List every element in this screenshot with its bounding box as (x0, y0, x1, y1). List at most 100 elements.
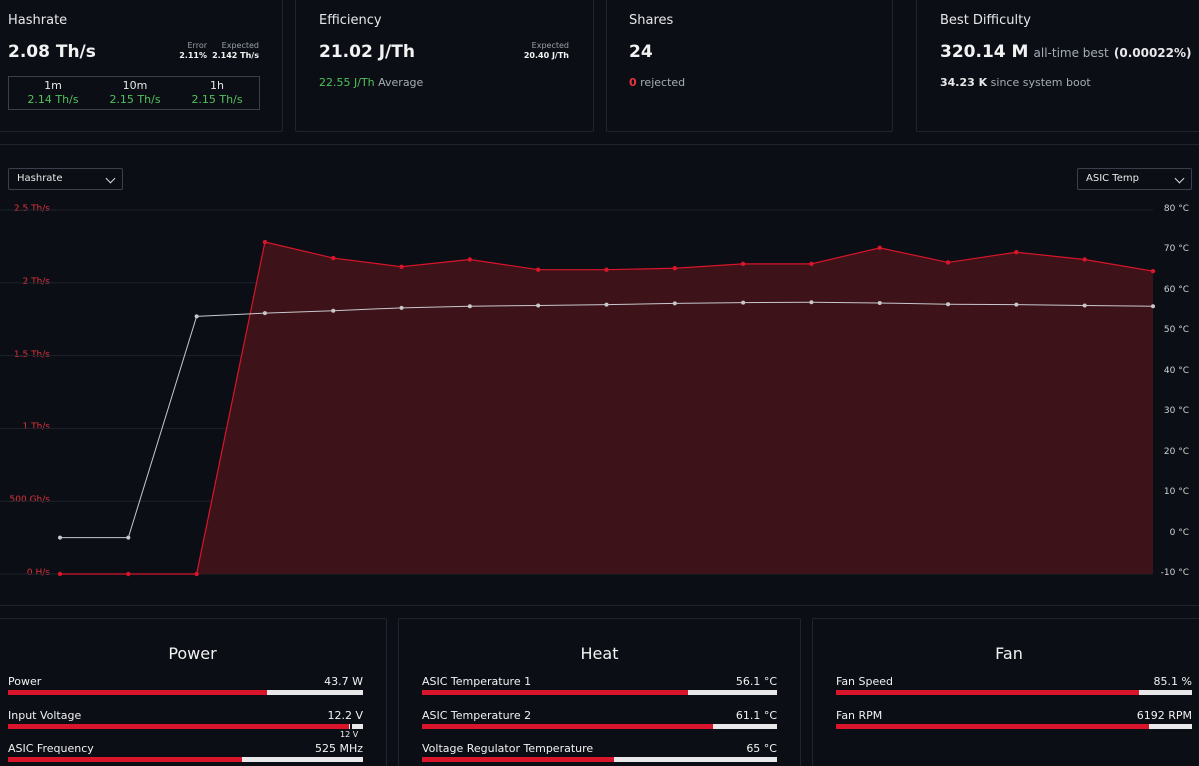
shares-title: Shares (629, 13, 674, 28)
right-axis-tick: 70 °C (1163, 244, 1189, 255)
period-label: 1h (210, 79, 224, 92)
left-axis-tick: 0 H/s (26, 568, 50, 578)
fan-speed-row-label: Fan Speed (836, 675, 894, 688)
shares-rejected-count: 0 (629, 76, 637, 89)
efficiency-expected-value: 20.40 J/Th (523, 51, 569, 60)
period-value: 2.15 Th/s (109, 93, 161, 106)
right-axis-tick: 20 °C (1163, 446, 1189, 457)
hashrate-periods-box: 1m 2.14 Th/s 10m 2.15 Th/s 1h 2.15 Th/s (8, 76, 260, 110)
input-voltage-progress-fill (8, 724, 349, 729)
asic-frequency-progress-fill (8, 757, 243, 762)
period-value: 2.15 Th/s (191, 93, 243, 106)
fan-rpm-row-label: Fan RPM (836, 709, 883, 722)
asic-temp-1-progress-bar (422, 690, 777, 695)
asic-frequency-row-value: 525 MHz (314, 742, 363, 755)
hashrate-expected-value: 2.142 Th/s (212, 51, 259, 60)
left-axis-tick: 1.5 Th/s (13, 349, 50, 360)
right-series-select[interactable]: ASIC Temp (1077, 168, 1192, 190)
hashrate-period-10m: 10m 2.15 Th/s (93, 79, 177, 107)
right-axis-tick: 0 °C (1169, 527, 1189, 538)
best-difficulty-card: Best Difficulty 320.14 M all-time best (… (916, 0, 1199, 132)
best-difficulty-since-label: since system boot (990, 76, 1091, 89)
right-axis-tick: 10 °C (1163, 487, 1189, 498)
asic-temp-1-row-value: 56.1 °C (735, 675, 777, 688)
efficiency-expected-label: Expected (531, 41, 569, 50)
chart-panel (0, 144, 1199, 606)
best-difficulty-alltime-label: all-time best (1033, 46, 1109, 60)
hashrate-title: Hashrate (8, 13, 68, 28)
asic-temp-1-row-label: ASIC Temperature 1 (422, 675, 532, 688)
shares-rejected-label: rejected (640, 76, 686, 89)
chevron-down-icon (105, 173, 116, 184)
best-difficulty-since-value: 34.23 K (940, 76, 988, 89)
efficiency-average-value: 22.55 J/Th (319, 76, 375, 89)
best-difficulty-title: Best Difficulty (940, 13, 1031, 28)
efficiency-value: 21.02 J/Th (319, 42, 415, 62)
shares-value: 24 (629, 42, 653, 62)
efficiency-average-label: Average (378, 76, 424, 89)
asic-frequency-row-label: ASIC Frequency (8, 742, 94, 755)
left-axis-tick: 2 Th/s (22, 276, 50, 287)
best-difficulty-value: 320.14 M (940, 42, 1029, 62)
left-axis-tick: 1 Th/s (22, 422, 50, 433)
right-axis-tick: -10 °C (1160, 568, 1189, 578)
vr-temp-row-label: Voltage Regulator Temperature (422, 742, 594, 755)
asic-temp-2-progress-fill (422, 724, 714, 729)
input-voltage-row-label: Input Voltage (8, 709, 82, 722)
right-series-select-value: ASIC Temp (1086, 173, 1139, 184)
fan-rpm-progress-bar (836, 724, 1192, 729)
right-axis-tick: 80 °C (1163, 204, 1189, 214)
left-series-select-value: Hashrate (17, 173, 63, 184)
right-axis-tick: 40 °C (1163, 365, 1189, 376)
asic-temp-2-progress-bar (422, 724, 777, 729)
left-series-select[interactable]: Hashrate (8, 168, 123, 190)
period-label: 10m (122, 79, 148, 92)
input-voltage-marker-label: 12 V (340, 730, 359, 739)
period-value: 2.14 Th/s (27, 93, 79, 106)
fan-speed-progress-bar (836, 690, 1192, 695)
hashrate-expected-label: Expected (221, 41, 259, 50)
asic-temp-2-row-label: ASIC Temperature 2 (422, 709, 532, 722)
power-progress-fill (8, 690, 268, 695)
input-voltage-progress-bar (8, 723, 363, 730)
best-difficulty-line: 320.14 M all-time best (0.00022%) ? (940, 42, 1199, 62)
vr-temp-row-value: 65 °C (746, 742, 777, 755)
shares-rejected: 0 rejected (629, 76, 685, 89)
asic-frequency-progress-bar (8, 757, 363, 762)
power-row-label: Power (8, 675, 42, 688)
fan-rpm-row-value: 6192 RPM (1136, 709, 1192, 722)
fan-speed-progress-fill (836, 690, 1139, 695)
asic-temp-2-row-value: 61.1 °C (735, 709, 777, 722)
right-axis-tick: 60 °C (1163, 284, 1189, 295)
power-progress-bar (8, 690, 363, 695)
hashrate-value: 2.08 Th/s (8, 42, 96, 62)
efficiency-title: Efficiency (319, 13, 382, 28)
shares-card: Shares 24 0 rejected (606, 0, 893, 132)
right-axis-tick: 30 °C (1163, 406, 1189, 417)
fan-speed-row-value: 85.1 % (1153, 675, 1192, 688)
left-axis-tick: 2.5 Th/s (13, 204, 50, 214)
power-row-value: 43.7 W (324, 675, 363, 688)
power-title: Power (168, 644, 217, 663)
period-label: 1m (44, 79, 62, 92)
efficiency-average: 22.55 J/Th Average (319, 76, 423, 89)
hashrate-period-1h: 1h 2.15 Th/s (175, 79, 259, 107)
best-difficulty-percent: (0.00022%) (1113, 46, 1192, 60)
best-difficulty-since: 34.23 K since system boot (940, 76, 1091, 89)
hashrate-error-value: 2.11% (179, 51, 207, 60)
vr-temp-progress-fill (422, 757, 614, 762)
fan-rpm-progress-fill (836, 724, 1150, 729)
fan-title: Fan (995, 644, 1023, 663)
efficiency-card: Efficiency 21.02 J/Th Expected 20.40 J/T… (295, 0, 594, 132)
vr-temp-progress-bar (422, 757, 777, 762)
input-voltage-marker-tick (350, 723, 352, 730)
asic-temp-1-progress-fill (422, 690, 689, 695)
heat-title: Heat (580, 644, 619, 663)
right-axis-tick: 50 °C (1163, 325, 1189, 336)
hashrate-card: Hashrate 2.08 Th/s Error 2.11% Expected … (0, 0, 283, 132)
hashrate-period-1m: 1m 2.14 Th/s (11, 79, 95, 107)
chevron-down-icon (1174, 173, 1185, 184)
hashrate-error-label: Error (187, 41, 208, 50)
input-voltage-row-value: 12.2 V (327, 709, 363, 722)
left-axis-tick: 500 Gh/s (9, 495, 50, 506)
